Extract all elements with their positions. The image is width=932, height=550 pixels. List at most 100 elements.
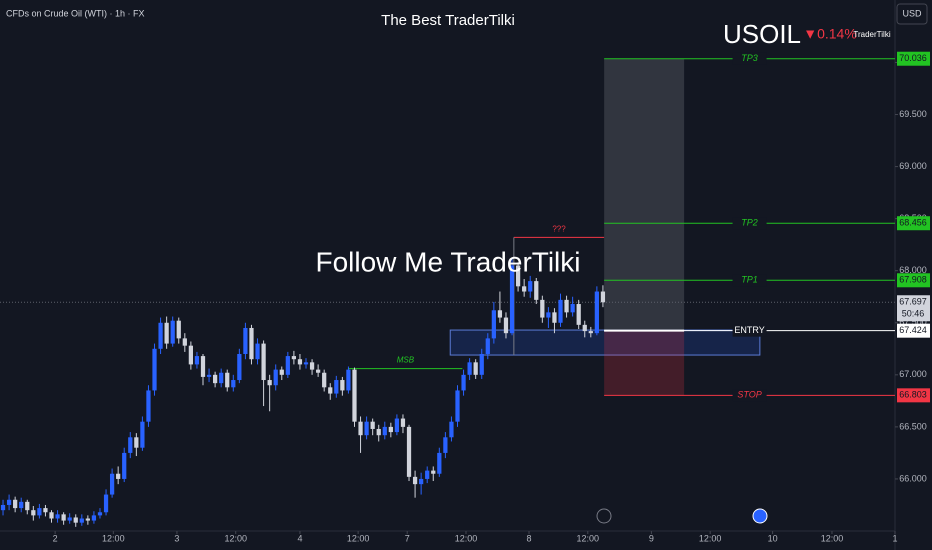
- candle-body: [522, 286, 527, 292]
- candle-body: [91, 515, 97, 521]
- candle-body: [534, 281, 539, 300]
- candle-body: [267, 380, 272, 386]
- chart-title: The Best TraderTilki: [381, 12, 515, 29]
- candle-body: [358, 421, 363, 436]
- y-tick-label: 66.500: [899, 421, 927, 431]
- price-label: 67.908: [899, 275, 927, 285]
- level-label-bg: [732, 274, 767, 287]
- profit-box: [604, 58, 685, 331]
- candle-body: [449, 421, 454, 438]
- currency[interactable]: USD: [902, 8, 922, 18]
- x-tick-label: 12:00: [102, 533, 125, 543]
- candle-body: [97, 512, 103, 516]
- candle-body: [600, 291, 606, 303]
- x-tick-label: 7: [405, 533, 410, 543]
- candle-body: [285, 356, 290, 375]
- chart-header: CFDs on Crude Oil (WTI) · 1h · FX: [6, 8, 145, 18]
- y-tick-label: 69.000: [899, 161, 927, 171]
- candle-body: [364, 421, 369, 436]
- candle-body: [322, 372, 327, 388]
- candle-body: [164, 322, 169, 344]
- candle-body: [170, 320, 175, 344]
- candle-body: [109, 473, 115, 495]
- candle-body: [61, 514, 66, 521]
- candle-body: [316, 369, 321, 373]
- candle-body: [443, 437, 448, 453]
- y-tick-label: 67.000: [899, 369, 927, 379]
- candle-body: [540, 299, 545, 318]
- msb-label: MSB: [397, 356, 415, 365]
- candle-body: [485, 338, 490, 354]
- candle-body: [243, 327, 248, 354]
- candle-body: [43, 508, 48, 513]
- x-tick-label: 8: [526, 533, 531, 543]
- event-icon[interactable]: [596, 508, 612, 524]
- candle-body: [200, 356, 206, 377]
- x-tick-label: 12:00: [455, 533, 478, 543]
- candle-body: [13, 499, 18, 509]
- candle-body: [419, 478, 424, 485]
- candle-body: [515, 265, 521, 287]
- last-price-label: 67.697: [899, 297, 927, 307]
- candle-body: [249, 327, 254, 360]
- candle-body: [509, 265, 515, 334]
- candle-body: [176, 320, 181, 339]
- candle-body: [194, 356, 200, 365]
- candle-body: [461, 374, 466, 391]
- candle-body: [55, 514, 60, 519]
- price-box: [897, 216, 930, 231]
- candle-body: [0, 504, 6, 511]
- last-price-box: [897, 295, 930, 322]
- candle-body: [188, 345, 193, 365]
- candle-body: [394, 418, 400, 433]
- y-tick-label: 66.000: [899, 473, 927, 483]
- candle-body: [225, 372, 230, 388]
- candle-body: [328, 387, 333, 394]
- candle-body: [346, 369, 351, 391]
- candle-body: [376, 428, 381, 436]
- stop-box: [604, 330, 685, 396]
- price-box: [897, 273, 930, 288]
- currency-button[interactable]: [896, 3, 928, 25]
- candle-body: [152, 348, 157, 391]
- candle-body: [467, 362, 472, 375]
- candle-body: [473, 362, 478, 375]
- x-tick-label: 12:00: [699, 533, 722, 543]
- countdown: 50:46: [902, 309, 925, 319]
- candle-body: [303, 362, 309, 365]
- level-label: TP1: [741, 275, 758, 285]
- candle-body: [552, 312, 557, 323]
- candle-body: [103, 494, 109, 513]
- candle-body: [558, 299, 563, 323]
- candle-body: [340, 380, 345, 391]
- candle-body: [146, 390, 151, 422]
- price-label: 67.424: [899, 325, 927, 335]
- candle-body: [116, 473, 121, 479]
- candle-body: [437, 452, 442, 474]
- symbol: USOIL: [723, 19, 801, 49]
- zone: [449, 329, 761, 356]
- x-tick-label: 3: [174, 533, 179, 543]
- candle-body: [67, 517, 72, 521]
- candle-body: [79, 518, 84, 523]
- candle-body: [431, 470, 436, 474]
- x-tick-label: 12:00: [821, 533, 844, 543]
- candle-body: [546, 312, 551, 318]
- candle-body: [382, 426, 387, 436]
- candle-body: [400, 418, 406, 427]
- candle-body: [231, 380, 236, 388]
- x-tick-label: 1: [892, 533, 897, 543]
- event-icon[interactable]: [752, 508, 768, 524]
- change: ▼0.14%: [803, 26, 857, 42]
- y-tick-label: 68.000: [899, 265, 927, 275]
- x-tick-label: 10: [768, 533, 778, 543]
- candle-body: [352, 369, 357, 422]
- y-tick-label: 69.500: [899, 109, 927, 119]
- x-tick-label: 4: [297, 533, 302, 543]
- candle-body: [6, 499, 12, 505]
- x-tick-label: 2: [53, 533, 58, 543]
- price-label: 70.036: [899, 53, 927, 63]
